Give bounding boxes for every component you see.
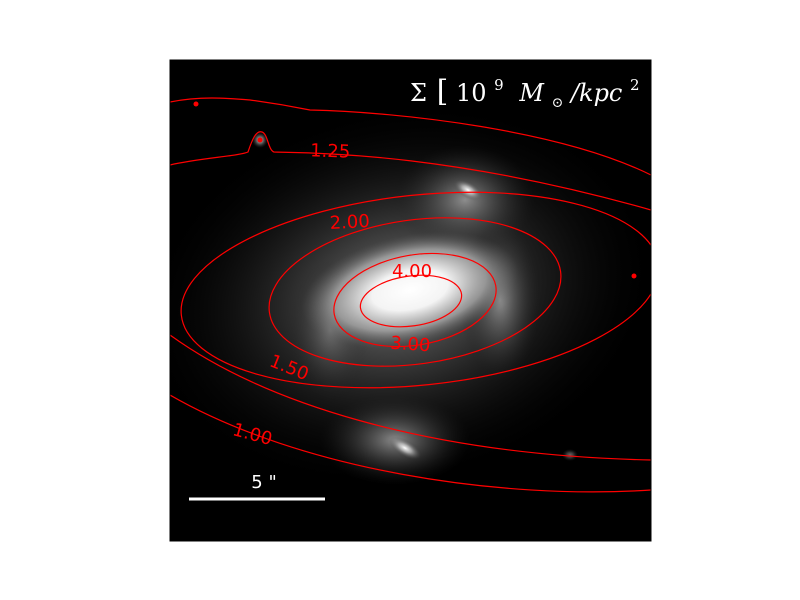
contour-line-2.00 bbox=[180, 191, 651, 389]
contour-line-1.25 bbox=[170, 97, 651, 176]
scale-bar-label: 5 " bbox=[251, 472, 276, 493]
contour-lines bbox=[170, 97, 651, 493]
contour-line-3.00 bbox=[333, 252, 497, 348]
figure-title: Σ [ 10 9 M ⊙ /kpc 2 ] bbox=[410, 68, 663, 113]
contour-line-1.00 bbox=[170, 394, 651, 493]
contour-point-right bbox=[631, 273, 637, 279]
contour-point-top-left bbox=[193, 101, 199, 107]
image-frame bbox=[169, 59, 652, 542]
galaxy-image bbox=[170, 101, 651, 489]
contour-label-3.00: 3.00 bbox=[390, 333, 431, 357]
contour-line-1.50 bbox=[170, 334, 651, 461]
contour-line-1.25-lower bbox=[170, 131, 651, 211]
contour-line-4.00 bbox=[359, 274, 463, 328]
contour-point-knot bbox=[257, 137, 263, 143]
contour-line-2.50 bbox=[268, 217, 562, 367]
contour-label-2.00: 2.00 bbox=[329, 211, 370, 234]
contour-label-4.00: 4.00 bbox=[392, 261, 432, 282]
contour-label-1.25: 1.25 bbox=[310, 140, 351, 162]
